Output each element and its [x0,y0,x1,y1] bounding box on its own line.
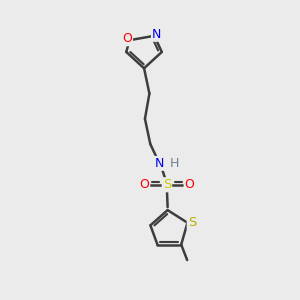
Text: S: S [163,178,171,191]
Text: O: O [184,178,194,191]
Text: S: S [188,216,196,229]
Text: H: H [170,157,179,170]
Text: O: O [122,32,132,45]
Text: N: N [152,28,161,41]
Text: N: N [154,157,164,170]
Text: O: O [140,178,149,191]
